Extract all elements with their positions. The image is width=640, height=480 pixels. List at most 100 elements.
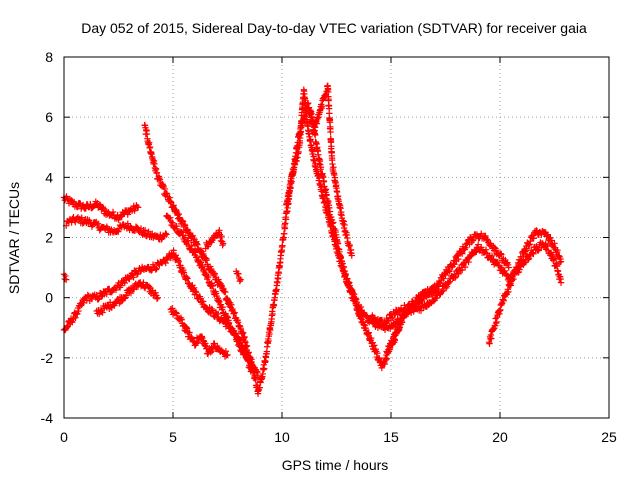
data-point (379, 319, 386, 326)
data-point (199, 298, 207, 305)
data-point (288, 178, 295, 185)
data-point (523, 251, 531, 259)
data-points (60, 82, 565, 397)
data-point (318, 102, 326, 110)
data-point (384, 317, 391, 325)
data-point (62, 272, 69, 280)
data-point (188, 242, 195, 250)
data-point (440, 275, 447, 282)
data-point (98, 293, 105, 300)
data-point (286, 188, 293, 195)
data-point (368, 334, 375, 342)
data-point (488, 335, 495, 342)
data-point (486, 340, 493, 347)
data-point (184, 275, 191, 282)
x-axis-label: GPS time / hours (282, 457, 389, 473)
data-point (445, 279, 452, 287)
data-point (189, 232, 196, 239)
data-point (109, 208, 117, 216)
data-point (72, 314, 79, 322)
data-point (269, 310, 276, 318)
data-point (178, 229, 186, 236)
data-point (208, 305, 216, 313)
data-point (490, 255, 497, 263)
x-tick-label: 5 (169, 429, 177, 445)
series-arc-6 (141, 121, 262, 395)
data-point (207, 238, 214, 245)
data-point (315, 171, 322, 179)
x-axis: 0 5 10 15 20 25 (60, 57, 617, 445)
data-point (207, 349, 214, 356)
x-tick-label: 10 (274, 429, 290, 445)
data-point (530, 235, 537, 242)
series-arc-8 (167, 305, 231, 360)
data-point (458, 250, 466, 257)
data-point (193, 254, 200, 261)
data-point (192, 287, 199, 295)
data-point (307, 136, 314, 143)
data-point (325, 212, 332, 220)
data-point (348, 252, 355, 259)
data-point (248, 358, 255, 366)
data-point (327, 128, 334, 136)
data-point (386, 346, 393, 353)
series-arc-11 (254, 99, 403, 397)
data-point (214, 310, 222, 318)
data-point (185, 279, 192, 287)
data-point (505, 264, 512, 271)
data-point (236, 277, 244, 285)
data-point (219, 303, 226, 311)
data-point (64, 323, 72, 330)
data-point (180, 269, 188, 276)
series-arc-13 (307, 82, 355, 259)
data-point (297, 128, 305, 136)
data-point (156, 176, 164, 183)
data-point (455, 255, 462, 263)
data-point (64, 322, 71, 329)
data-point (191, 248, 198, 255)
data-point (169, 219, 176, 226)
data-point (218, 232, 225, 240)
data-point (152, 266, 159, 273)
data-point (544, 243, 551, 250)
data-point (124, 211, 131, 218)
data-point (526, 241, 533, 248)
data-point (383, 355, 391, 362)
data-point (494, 259, 502, 266)
data-point (342, 271, 349, 279)
data-point (369, 339, 376, 346)
data-point (256, 384, 264, 391)
data-point (316, 174, 323, 182)
data-point (173, 222, 180, 230)
data-point (507, 282, 515, 289)
data-point (337, 255, 344, 262)
data-point (357, 303, 365, 311)
x-tick-label: 25 (601, 429, 617, 445)
data-point (510, 275, 517, 283)
data-point (190, 284, 198, 292)
data-point (389, 340, 396, 348)
data-point (280, 230, 288, 237)
data-point (153, 169, 161, 177)
data-point (186, 329, 193, 336)
data-point (308, 110, 315, 117)
data-point (330, 164, 337, 171)
data-point (130, 274, 137, 281)
data-point (417, 307, 425, 314)
y-tick-label: 8 (45, 49, 53, 65)
data-point (455, 270, 462, 278)
data-point (239, 329, 247, 336)
x-tick-label: 20 (492, 429, 508, 445)
data-point (274, 275, 282, 282)
data-point (498, 251, 505, 258)
data-point (224, 351, 231, 359)
data-point (282, 216, 290, 223)
data-point (432, 295, 439, 302)
data-point (194, 338, 201, 346)
data-point (127, 289, 135, 297)
data-point (446, 268, 453, 275)
data-point (94, 220, 102, 227)
data-point (162, 230, 169, 237)
data-point (311, 157, 318, 164)
data-point (181, 222, 189, 229)
